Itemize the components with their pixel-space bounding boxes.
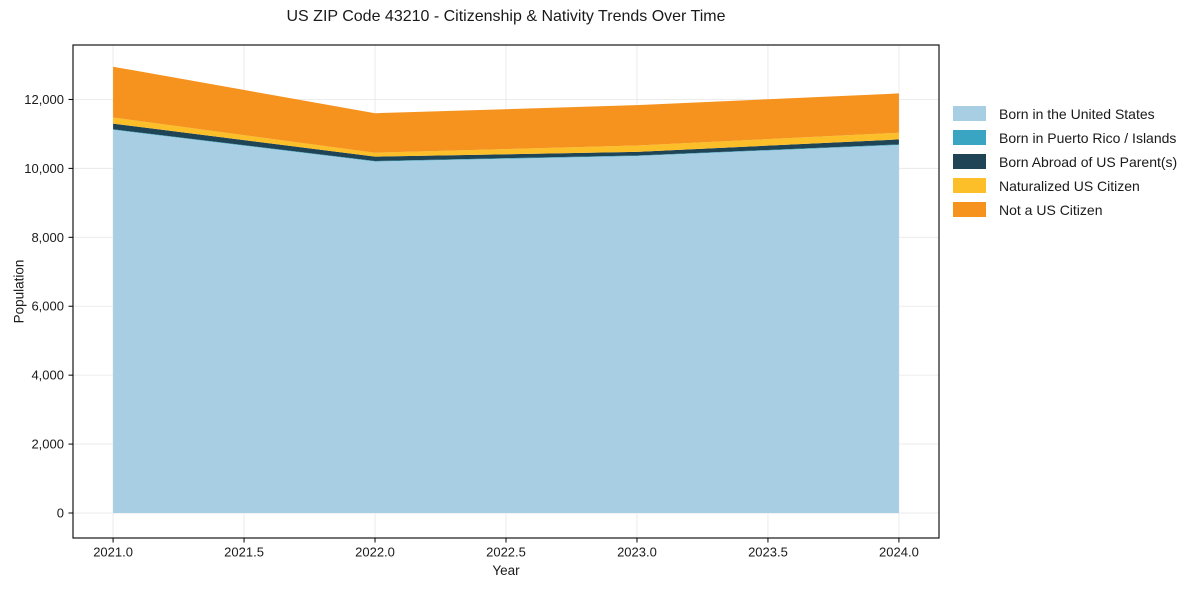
legend-label: Naturalized US Citizen (999, 177, 1140, 194)
x-tick-label: 2021.5 (224, 545, 264, 560)
area-series-not-a-us-citizen (113, 66, 899, 153)
legend-swatch-not-a-us-citizen (953, 202, 986, 217)
legend-swatch-born-abroad-of-us-parent-s (953, 154, 986, 169)
x-tick-label: 2021.0 (93, 545, 133, 560)
legend-label: Not a US Citizen (999, 201, 1103, 218)
x-axis-label: Year (492, 563, 520, 578)
area-series-naturalized-us-citizen (113, 117, 899, 157)
legend-item-not-a-us-citizen: Not a US Citizen (953, 201, 1177, 218)
area-series-born-in-the-united-states (113, 129, 899, 514)
x-tick-label: 2022.5 (486, 545, 526, 560)
y-tick-label: 2,000 (31, 437, 64, 452)
legend-swatch-born-in-the-united-states (953, 106, 986, 121)
legend-item-born-in-the-united-states: Born in the United States (953, 105, 1177, 122)
legend-item-born-in-puerto-rico-islands: Born in Puerto Rico / Islands (953, 129, 1177, 146)
legend-swatch-naturalized-us-citizen (953, 178, 986, 193)
y-tick-label: 4,000 (31, 368, 64, 383)
legend-label: Born in Puerto Rico / Islands (999, 129, 1177, 146)
area-series-born-in-puerto-rico-islands (113, 129, 899, 162)
chart-title: US ZIP Code 43210 - Citizenship & Nativi… (286, 8, 726, 25)
y-tick-label: 8,000 (31, 230, 64, 245)
area-series-born-abroad-of-us-parent-s (113, 123, 899, 161)
y-tick-label: 10,000 (24, 161, 64, 176)
y-axis-label: Population (11, 259, 27, 324)
legend-swatch-born-in-puerto-rico-islands (953, 130, 986, 145)
legend-label: Born Abroad of US Parent(s) (999, 153, 1178, 170)
x-tick-label: 2022.0 (355, 545, 395, 560)
x-tick-label: 2024.0 (879, 545, 919, 560)
legend-item-born-abroad-of-us-parent-s: Born Abroad of US Parent(s) (953, 153, 1178, 170)
legend: Born in the United States Born in Puerto … (953, 106, 1177, 226)
legend-label: Born in the United States (999, 105, 1155, 122)
y-tick-label: 6,000 (31, 299, 64, 314)
legend-item-naturalized-us-citizen: Naturalized US Citizen (953, 177, 1177, 194)
y-tick-label: 12,000 (24, 92, 64, 107)
x-tick-label: 2023.0 (617, 545, 657, 560)
y-tick-label: 0 (57, 506, 64, 521)
x-tick-label: 2023.5 (748, 545, 788, 560)
